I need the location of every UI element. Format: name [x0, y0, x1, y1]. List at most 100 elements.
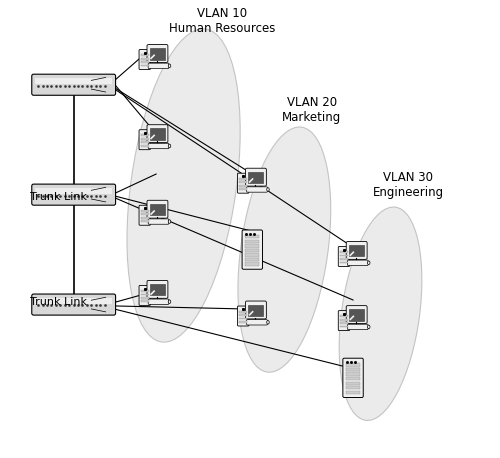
FancyBboxPatch shape	[141, 220, 148, 222]
FancyBboxPatch shape	[141, 297, 148, 299]
Ellipse shape	[266, 321, 269, 324]
FancyBboxPatch shape	[245, 258, 260, 261]
FancyBboxPatch shape	[238, 173, 249, 193]
FancyBboxPatch shape	[240, 311, 247, 312]
FancyBboxPatch shape	[141, 65, 148, 66]
FancyBboxPatch shape	[246, 187, 268, 192]
Text: VLAN 20
Marketing: VLAN 20 Marketing	[282, 96, 342, 124]
FancyBboxPatch shape	[147, 280, 168, 298]
Ellipse shape	[168, 220, 171, 224]
FancyBboxPatch shape	[148, 299, 169, 305]
FancyBboxPatch shape	[245, 262, 260, 266]
FancyBboxPatch shape	[346, 386, 360, 389]
FancyBboxPatch shape	[150, 128, 165, 140]
FancyBboxPatch shape	[240, 318, 247, 320]
FancyBboxPatch shape	[346, 305, 367, 323]
FancyBboxPatch shape	[148, 63, 169, 69]
FancyBboxPatch shape	[139, 130, 150, 150]
FancyBboxPatch shape	[150, 204, 165, 215]
FancyBboxPatch shape	[343, 358, 363, 398]
FancyBboxPatch shape	[340, 319, 348, 321]
Ellipse shape	[127, 29, 240, 342]
FancyBboxPatch shape	[147, 44, 168, 62]
FancyBboxPatch shape	[340, 326, 348, 327]
FancyBboxPatch shape	[141, 61, 148, 63]
Text: VLAN 10
Human Resources: VLAN 10 Human Resources	[170, 6, 276, 35]
FancyBboxPatch shape	[238, 306, 249, 326]
Text: Trunk Link: Trunk Link	[30, 297, 87, 307]
FancyBboxPatch shape	[248, 305, 264, 316]
FancyBboxPatch shape	[248, 172, 264, 183]
FancyBboxPatch shape	[242, 230, 262, 269]
FancyBboxPatch shape	[245, 253, 260, 256]
FancyBboxPatch shape	[141, 294, 148, 295]
FancyBboxPatch shape	[340, 262, 348, 263]
Ellipse shape	[339, 207, 422, 420]
FancyBboxPatch shape	[346, 372, 360, 376]
FancyBboxPatch shape	[141, 213, 148, 215]
FancyBboxPatch shape	[150, 284, 165, 295]
FancyBboxPatch shape	[240, 188, 247, 190]
FancyBboxPatch shape	[35, 188, 112, 194]
FancyBboxPatch shape	[340, 255, 348, 256]
FancyBboxPatch shape	[139, 49, 150, 70]
FancyBboxPatch shape	[141, 135, 148, 136]
Ellipse shape	[168, 64, 171, 68]
FancyBboxPatch shape	[245, 240, 260, 243]
FancyBboxPatch shape	[141, 290, 148, 292]
FancyBboxPatch shape	[349, 245, 364, 256]
FancyBboxPatch shape	[349, 309, 364, 321]
Ellipse shape	[238, 127, 330, 372]
FancyBboxPatch shape	[32, 74, 116, 95]
FancyBboxPatch shape	[139, 285, 150, 305]
Ellipse shape	[168, 300, 171, 304]
FancyBboxPatch shape	[147, 125, 168, 142]
FancyBboxPatch shape	[338, 311, 349, 331]
FancyBboxPatch shape	[240, 178, 247, 180]
FancyBboxPatch shape	[340, 316, 348, 317]
FancyBboxPatch shape	[141, 142, 148, 143]
FancyBboxPatch shape	[340, 322, 348, 324]
FancyBboxPatch shape	[148, 143, 169, 149]
FancyBboxPatch shape	[32, 184, 116, 205]
FancyBboxPatch shape	[240, 314, 247, 316]
FancyBboxPatch shape	[246, 168, 266, 186]
FancyBboxPatch shape	[338, 246, 349, 267]
FancyBboxPatch shape	[246, 320, 268, 325]
Ellipse shape	[168, 144, 171, 148]
FancyBboxPatch shape	[240, 321, 247, 323]
Text: VLAN 30
Engineering: VLAN 30 Engineering	[372, 171, 444, 200]
FancyBboxPatch shape	[240, 181, 247, 183]
FancyBboxPatch shape	[141, 138, 148, 140]
FancyBboxPatch shape	[141, 300, 148, 302]
FancyBboxPatch shape	[141, 217, 148, 219]
FancyBboxPatch shape	[346, 241, 367, 259]
FancyBboxPatch shape	[348, 260, 368, 266]
Ellipse shape	[266, 188, 269, 191]
FancyBboxPatch shape	[141, 55, 148, 56]
FancyBboxPatch shape	[141, 58, 148, 60]
FancyBboxPatch shape	[346, 391, 360, 394]
FancyBboxPatch shape	[35, 298, 112, 304]
FancyBboxPatch shape	[148, 219, 169, 224]
FancyBboxPatch shape	[150, 48, 165, 60]
Ellipse shape	[368, 261, 370, 265]
FancyBboxPatch shape	[340, 258, 348, 260]
Text: Trunk Link: Trunk Link	[30, 192, 87, 202]
FancyBboxPatch shape	[141, 210, 148, 212]
FancyBboxPatch shape	[346, 382, 360, 385]
FancyBboxPatch shape	[245, 244, 260, 247]
FancyBboxPatch shape	[346, 377, 360, 380]
FancyBboxPatch shape	[147, 200, 168, 218]
FancyBboxPatch shape	[348, 324, 368, 330]
FancyBboxPatch shape	[139, 205, 150, 225]
FancyBboxPatch shape	[240, 185, 247, 187]
FancyBboxPatch shape	[245, 235, 260, 239]
FancyBboxPatch shape	[246, 301, 266, 319]
FancyBboxPatch shape	[141, 145, 148, 147]
FancyBboxPatch shape	[245, 249, 260, 252]
FancyBboxPatch shape	[35, 78, 112, 84]
FancyBboxPatch shape	[346, 368, 360, 371]
FancyBboxPatch shape	[32, 294, 116, 315]
Ellipse shape	[368, 325, 370, 329]
